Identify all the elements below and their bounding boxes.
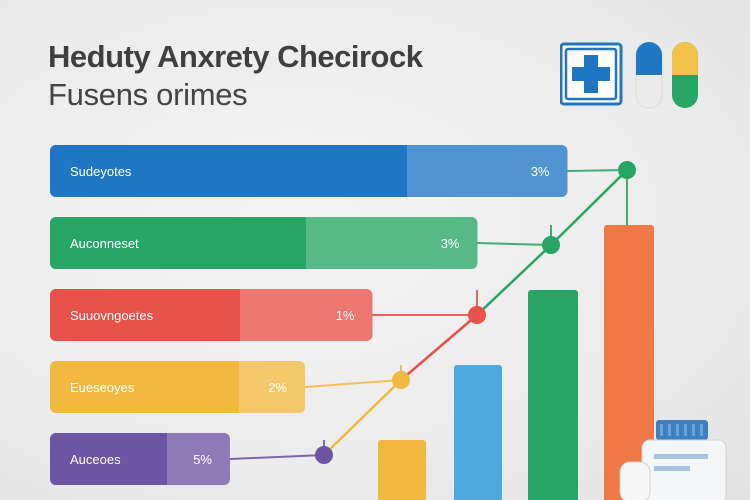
bar-label-4: Eueseoyes (70, 380, 135, 395)
bar-1-dark (50, 145, 407, 197)
medical-cross-icon (560, 42, 623, 106)
vertical-bar-1 (378, 440, 426, 500)
vertical-bar-2 (454, 365, 502, 500)
connector-1 (229, 454, 325, 460)
bar-label-3: Suuovngoetes (70, 308, 154, 323)
header-icons (560, 42, 698, 109)
pill-bottle-icon (619, 420, 727, 500)
trend-segment-1 (322, 378, 403, 457)
trend-point-2 (392, 371, 410, 389)
chart-title: Heduty Anxrety Checirock (48, 39, 423, 74)
trend-segment-3 (475, 243, 553, 317)
vertical-bar-4 (604, 225, 654, 500)
bar-value-4: 2% (268, 380, 287, 395)
trend-point-3 (468, 306, 486, 324)
trend-segment-2 (399, 313, 479, 382)
bar-label-2: Auconneset (70, 236, 139, 251)
bar-2-dark (50, 217, 306, 269)
vertical-bar-3 (528, 290, 578, 500)
chart-subtitle: Fusens orimes (48, 77, 248, 112)
bar-3-dark (50, 289, 240, 341)
capsule-blue-icon (635, 42, 663, 109)
bar-5-dark (50, 433, 167, 485)
trend-segment-4 (549, 168, 629, 247)
trend-point-1 (315, 446, 333, 464)
bar-value-3: 1% (336, 308, 355, 323)
trend-line (229, 161, 636, 464)
horizontal-bars: Sudeyotes 3% Auconneset 3% Suuovngoetes 1% Eue… (50, 145, 568, 485)
trend-point-5 (618, 161, 636, 179)
trend-point-4 (542, 236, 560, 254)
connector-4 (477, 242, 552, 246)
vertical-bars (378, 225, 654, 500)
bar-4-dark (50, 361, 239, 413)
bar-value-1: 3% (531, 164, 550, 179)
connector-5 (567, 169, 628, 172)
bar-value-2: 3% (441, 236, 460, 251)
bar-label-5: Auceoes (70, 452, 121, 467)
connector-2 (304, 379, 402, 388)
bar-label-1: Sudeyotes (70, 164, 132, 179)
bar-value-5: 5% (193, 452, 212, 467)
title-block: Heduty Anxrety Checirock Fusens orimes (48, 38, 423, 114)
capsule-yellow-green-icon (672, 42, 698, 108)
